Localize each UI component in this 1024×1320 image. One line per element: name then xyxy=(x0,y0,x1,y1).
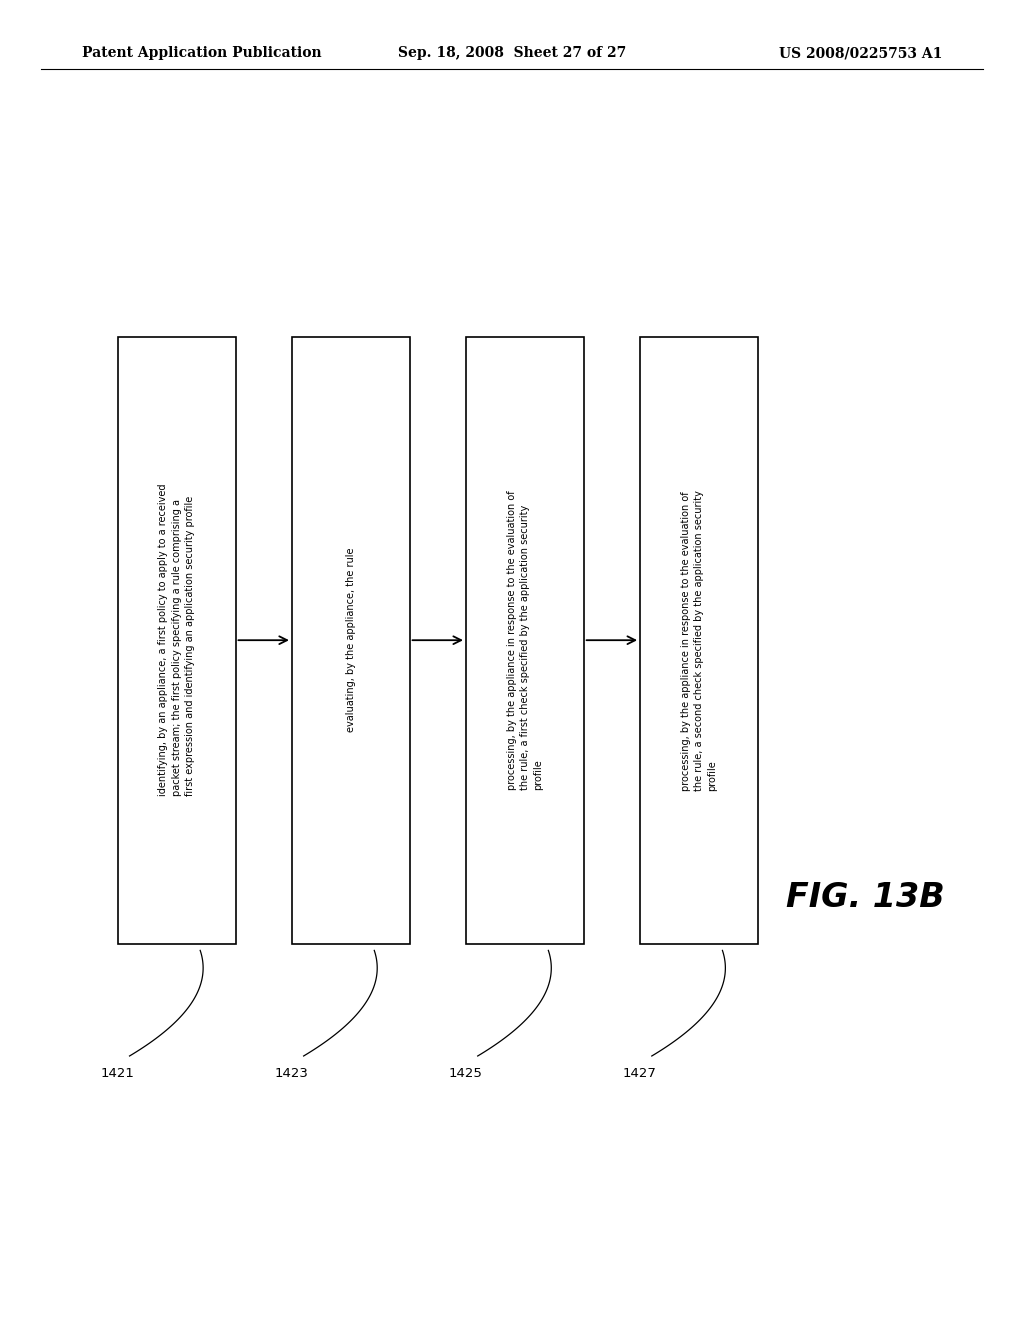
Text: 1421: 1421 xyxy=(100,1067,134,1080)
Text: processing, by the appliance in response to the evaluation of
the rule, a second: processing, by the appliance in response… xyxy=(681,490,717,791)
Text: identifying, by an appliance, a first policy to apply to a received
packet strea: identifying, by an appliance, a first po… xyxy=(159,484,195,796)
Bar xyxy=(466,337,584,944)
Text: processing, by the appliance in response to the evaluation of
the rule, a first : processing, by the appliance in response… xyxy=(507,491,543,789)
Text: Patent Application Publication: Patent Application Publication xyxy=(82,46,322,61)
Text: Sep. 18, 2008  Sheet 27 of 27: Sep. 18, 2008 Sheet 27 of 27 xyxy=(398,46,626,61)
Text: 1427: 1427 xyxy=(623,1067,656,1080)
Text: evaluating, by the appliance, the rule: evaluating, by the appliance, the rule xyxy=(346,548,355,733)
Bar xyxy=(118,337,236,944)
Text: 1423: 1423 xyxy=(274,1067,308,1080)
Text: FIG. 13B: FIG. 13B xyxy=(785,882,945,913)
Bar xyxy=(292,337,410,944)
Text: US 2008/0225753 A1: US 2008/0225753 A1 xyxy=(778,46,942,61)
Bar xyxy=(640,337,758,944)
Text: 1425: 1425 xyxy=(449,1067,482,1080)
